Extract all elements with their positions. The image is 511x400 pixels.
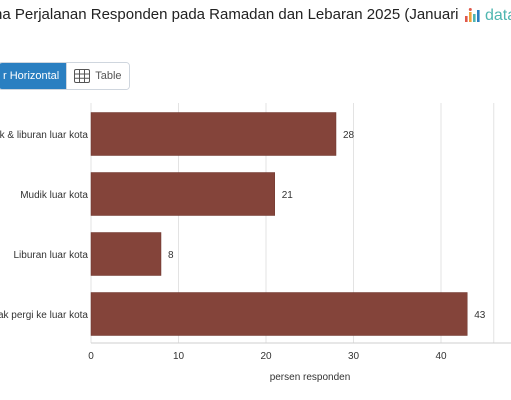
bar-horizontal-tab[interactable]: r Horizontal xyxy=(0,63,67,89)
bar[interactable] xyxy=(90,112,337,156)
x-tick-label: 20 xyxy=(260,351,272,362)
bars xyxy=(90,112,468,336)
category-label: ik & liburan luar kota xyxy=(0,130,88,141)
bar[interactable] xyxy=(90,292,468,336)
table-label: Table xyxy=(95,70,122,82)
x-tick-label: 40 xyxy=(435,351,447,362)
bar-horizontal-label: r Horizontal xyxy=(3,70,60,82)
data-label: 21 xyxy=(282,190,294,201)
table-tab[interactable]: Table xyxy=(66,63,129,89)
x-tick-label: 0 xyxy=(88,351,94,362)
brand-logo[interactable]: data xyxy=(464,7,511,25)
x-axis-title: persen responden xyxy=(270,372,351,383)
x-tick-label: 10 xyxy=(173,351,185,362)
data-label: 43 xyxy=(474,310,486,321)
category-label: Mudik luar kota xyxy=(20,190,88,201)
bar[interactable] xyxy=(90,232,162,276)
data-label: 28 xyxy=(343,130,355,141)
x-tick-label: 30 xyxy=(348,351,360,362)
dataindonesia-logo-icon xyxy=(465,8,480,22)
labels: 0 10 20 30 40 28 ik & liburan luar kota 21 Mudik… xyxy=(0,130,486,362)
view-toggle: r Horizontal Table xyxy=(0,62,130,90)
table-grid-icon xyxy=(74,69,91,83)
chart-title: na Perjalanan Responden pada Ramadan dan… xyxy=(0,6,459,23)
bar[interactable] xyxy=(90,172,275,216)
brand-text: data xyxy=(485,7,511,24)
category-label: Liburan luar kota xyxy=(14,250,89,261)
category-label: lak pergi ke luar kota xyxy=(0,310,88,321)
data-label: 8 xyxy=(168,250,174,261)
